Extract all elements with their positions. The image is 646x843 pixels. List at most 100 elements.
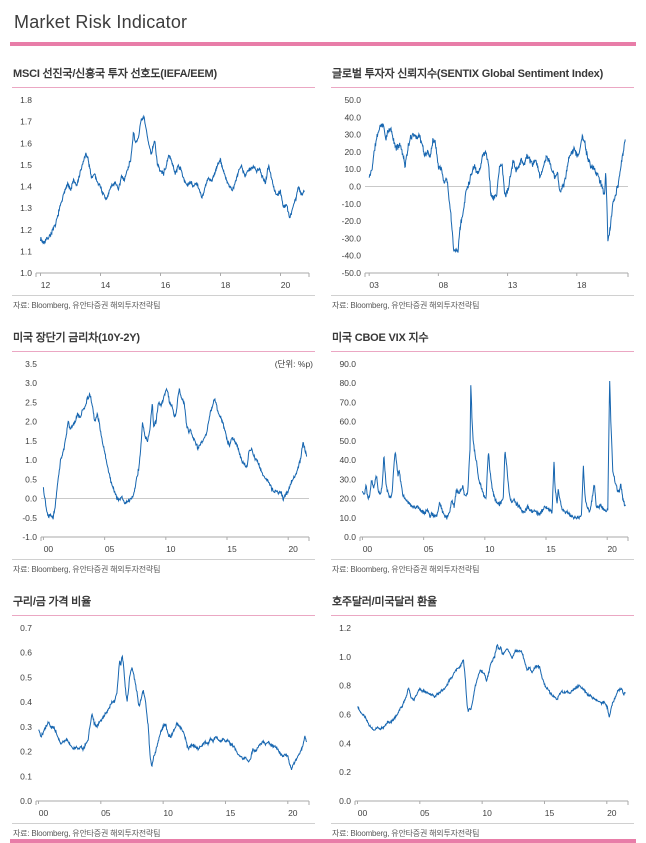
svg-text:-1.0: -1.0 bbox=[22, 532, 37, 542]
svg-text:80.0: 80.0 bbox=[339, 378, 356, 388]
svg-text:20.0: 20.0 bbox=[344, 147, 361, 157]
chart-cboe-vix: 미국 CBOE VIX 지수 90.0 80.0 70.0 60.0 50.0 40.0 3… bbox=[331, 327, 634, 575]
svg-text:05: 05 bbox=[105, 544, 115, 554]
chart-source: 자료: Bloomberg, 유안타증권 해외투자전략팀 bbox=[331, 823, 634, 839]
svg-text:1.1: 1.1 bbox=[20, 246, 32, 256]
svg-text:20: 20 bbox=[288, 544, 298, 554]
svg-text:18: 18 bbox=[221, 280, 231, 290]
plot-area: 50.0 40.0 30.0 20.0 10.0 0.0 -10.0 -20.0 -30.0 -4… bbox=[331, 92, 634, 292]
chart-title: 미국 장단기 금리차(10Y-2Y) bbox=[12, 327, 315, 352]
svg-text:40.0: 40.0 bbox=[344, 112, 361, 122]
footer-divider bbox=[10, 839, 636, 843]
svg-text:30.0: 30.0 bbox=[339, 474, 356, 484]
svg-text:1.5: 1.5 bbox=[20, 160, 32, 170]
svg-text:0.0: 0.0 bbox=[25, 494, 37, 504]
svg-text:10: 10 bbox=[163, 808, 173, 818]
svg-text:14: 14 bbox=[101, 280, 111, 290]
svg-text:-40.0: -40.0 bbox=[342, 251, 362, 261]
chart-source: 자료: Bloomberg, 유안타증권 해외투자전략팀 bbox=[12, 295, 315, 311]
chart-source: 자료: Bloomberg, 유안타증권 해외투자전략팀 bbox=[331, 559, 634, 575]
chart-copper-gold-ratio: 구리/금 가격 비율 0.7 0.6 0.5 0.4 0.3 0.2 0.1 0.0 00 05 1… bbox=[12, 591, 315, 839]
svg-text:40.0: 40.0 bbox=[339, 455, 356, 465]
chart-msci-dm-em-preference: MSCI 선진국/신흥국 투자 선호도(IEFA/EEM) 1.8 1.7 1.6 1… bbox=[12, 63, 315, 311]
svg-text:0.7: 0.7 bbox=[20, 623, 32, 633]
svg-text:0.0: 0.0 bbox=[349, 182, 361, 192]
plot-area: 0.7 0.6 0.5 0.4 0.3 0.2 0.1 0.0 00 05 10 15 20 bbox=[12, 620, 315, 820]
svg-text:10: 10 bbox=[485, 544, 495, 554]
svg-text:16: 16 bbox=[161, 280, 171, 290]
svg-text:-20.0: -20.0 bbox=[342, 216, 362, 226]
chart-title: 글로벌 투자자 신뢰지수(SENTIX Global Sentiment Ind… bbox=[331, 63, 634, 88]
svg-text:-0.5: -0.5 bbox=[22, 513, 37, 523]
svg-text:0.6: 0.6 bbox=[20, 648, 32, 658]
svg-text:0.2: 0.2 bbox=[20, 747, 32, 757]
svg-text:1.6: 1.6 bbox=[20, 138, 32, 148]
svg-text:1.4: 1.4 bbox=[20, 182, 32, 192]
svg-text:0.0: 0.0 bbox=[344, 532, 356, 542]
line-chart: 0.7 0.6 0.5 0.4 0.3 0.2 0.1 0.0 00 05 10 15 20 bbox=[12, 620, 315, 820]
plot-area: (단위: %p) 3.5 3.0 2.5 2.0 1.5 1.0 0.5 0.0 -0.5 -1.… bbox=[12, 356, 315, 556]
svg-text:00: 00 bbox=[44, 544, 54, 554]
plot-area: 1.8 1.7 1.6 1.5 1.4 1.3 1.2 1.1 1.0 12 14 16 18 20 bbox=[12, 92, 315, 292]
svg-text:50.0: 50.0 bbox=[339, 436, 356, 446]
svg-text:3.0: 3.0 bbox=[25, 378, 37, 388]
svg-text:1.0: 1.0 bbox=[20, 268, 32, 278]
svg-text:1.3: 1.3 bbox=[20, 203, 32, 213]
svg-text:90.0: 90.0 bbox=[339, 359, 356, 369]
chart-title: MSCI 선진국/신흥국 투자 선호도(IEFA/EEM) bbox=[12, 63, 315, 88]
svg-text:1.0: 1.0 bbox=[25, 455, 37, 465]
svg-text:0.5: 0.5 bbox=[25, 474, 37, 484]
svg-text:1.8: 1.8 bbox=[20, 95, 32, 105]
svg-text:0.8: 0.8 bbox=[339, 681, 351, 691]
svg-text:10.0: 10.0 bbox=[344, 164, 361, 174]
page-title: Market Risk Indicator bbox=[14, 12, 188, 32]
svg-text:2.0: 2.0 bbox=[25, 417, 37, 427]
line-chart: 1.2 1.0 0.8 0.6 0.4 0.2 0.0 00 05 10 15 20 bbox=[331, 620, 634, 820]
svg-text:15: 15 bbox=[546, 544, 556, 554]
svg-text:0.6: 0.6 bbox=[339, 710, 351, 720]
plot-area: 1.2 1.0 0.8 0.6 0.4 0.2 0.0 00 05 10 15 20 bbox=[331, 620, 634, 820]
svg-text:2.5: 2.5 bbox=[25, 397, 37, 407]
chart-source: 자료: Bloomberg, 유안타증권 해외투자전략팀 bbox=[331, 295, 634, 311]
unit-label: (단위: %p) bbox=[274, 359, 313, 369]
svg-text:0.3: 0.3 bbox=[20, 722, 32, 732]
svg-text:1.0: 1.0 bbox=[339, 652, 351, 662]
chart-audusd-rate: 호주달러/미국달러 환율 1.2 1.0 0.8 0.6 0.4 0.2 0.0 00 05 10… bbox=[331, 591, 634, 839]
svg-text:00: 00 bbox=[39, 808, 49, 818]
line-chart: 3.5 3.0 2.5 2.0 1.5 1.0 0.5 0.0 -0.5 -1.0 00 05 10 15… bbox=[12, 356, 315, 556]
svg-text:05: 05 bbox=[424, 544, 434, 554]
svg-text:15: 15 bbox=[227, 544, 237, 554]
chart-source: 자료: Bloomberg, 유안타증권 해외투자전략팀 bbox=[12, 559, 315, 575]
plot-area: 90.0 80.0 70.0 60.0 50.0 40.0 30.0 20.0 10.0 0.0 0… bbox=[331, 356, 634, 556]
svg-text:08: 08 bbox=[439, 280, 449, 290]
svg-text:00: 00 bbox=[358, 808, 368, 818]
svg-text:20: 20 bbox=[607, 808, 617, 818]
svg-text:15: 15 bbox=[545, 808, 555, 818]
chart-title: 구리/금 가격 비율 bbox=[12, 591, 315, 616]
svg-text:20: 20 bbox=[288, 808, 298, 818]
chart-title: 호주달러/미국달러 환율 bbox=[331, 591, 634, 616]
svg-text:00: 00 bbox=[363, 544, 373, 554]
svg-text:18: 18 bbox=[577, 280, 587, 290]
svg-text:10: 10 bbox=[166, 544, 176, 554]
svg-text:70.0: 70.0 bbox=[339, 397, 356, 407]
svg-text:0.4: 0.4 bbox=[339, 738, 351, 748]
line-chart: 50.0 40.0 30.0 20.0 10.0 0.0 -10.0 -20.0 -30.0 -4… bbox=[331, 92, 634, 292]
svg-text:10: 10 bbox=[482, 808, 492, 818]
svg-text:3.5: 3.5 bbox=[25, 359, 37, 369]
svg-text:60.0: 60.0 bbox=[339, 417, 356, 427]
charts-grid: MSCI 선진국/신흥국 투자 선호도(IEFA/EEM) 1.8 1.7 1.6 1… bbox=[0, 63, 646, 839]
svg-text:03: 03 bbox=[369, 280, 379, 290]
chart-source: 자료: Bloomberg, 유안타증권 해외투자전략팀 bbox=[12, 823, 315, 839]
svg-text:20: 20 bbox=[281, 280, 291, 290]
svg-text:30.0: 30.0 bbox=[344, 130, 361, 140]
svg-text:10.0: 10.0 bbox=[339, 513, 356, 523]
svg-text:1.2: 1.2 bbox=[20, 225, 32, 235]
svg-text:-50.0: -50.0 bbox=[342, 268, 362, 278]
svg-text:50.0: 50.0 bbox=[344, 95, 361, 105]
svg-text:20: 20 bbox=[607, 544, 617, 554]
line-chart: 1.8 1.7 1.6 1.5 1.4 1.3 1.2 1.1 1.0 12 14 16 18 20 bbox=[12, 92, 315, 292]
svg-text:0.2: 0.2 bbox=[339, 767, 351, 777]
svg-text:0.4: 0.4 bbox=[20, 697, 32, 707]
